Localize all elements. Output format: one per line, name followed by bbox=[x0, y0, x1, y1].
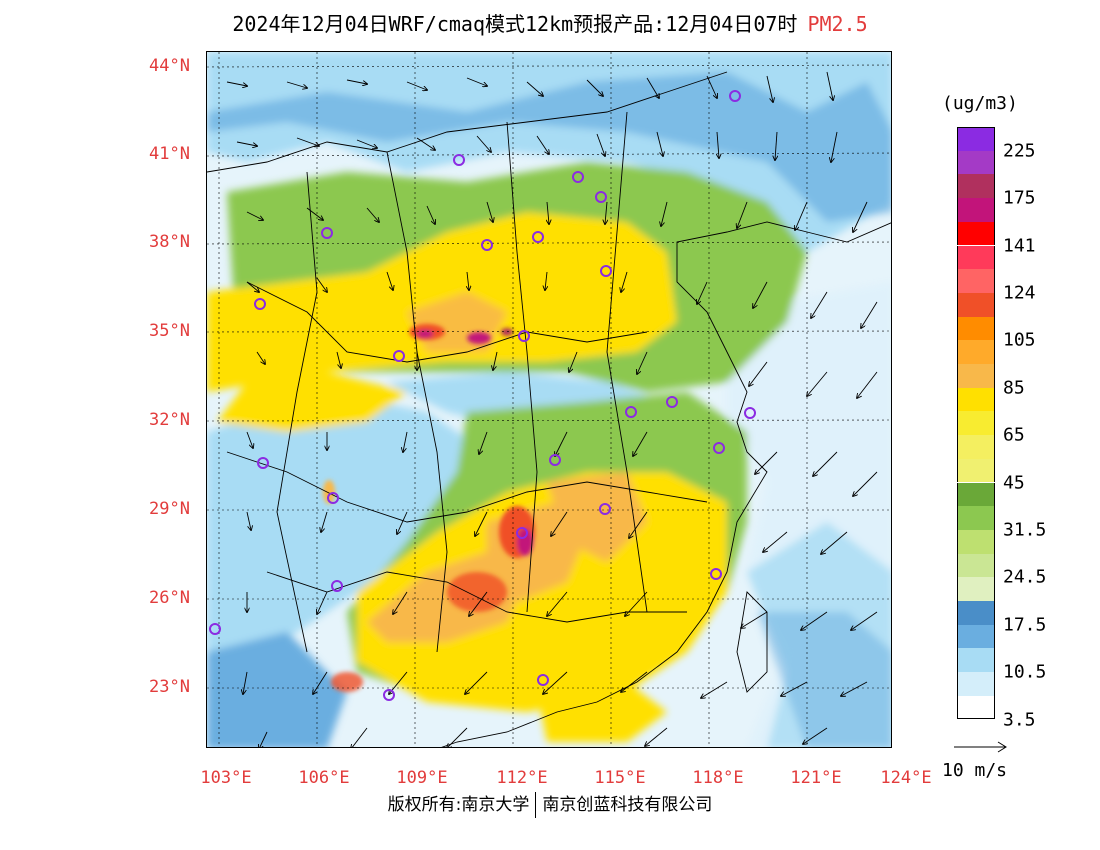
colorbar-swatch bbox=[957, 435, 995, 459]
lat-label-23: 23°N bbox=[149, 677, 190, 697]
colorbar-swatch bbox=[957, 553, 995, 578]
colorbar-label: 175 bbox=[1003, 187, 1036, 209]
title-variable: PM2.5 bbox=[807, 12, 868, 36]
colorbar-swatch bbox=[957, 292, 995, 317]
hotspots bbox=[323, 324, 535, 692]
colorbar-swatch bbox=[957, 695, 995, 720]
colorbar-swatch bbox=[957, 601, 995, 625]
lon-label-106: 106°E bbox=[298, 768, 350, 788]
colorbar-label: 85 bbox=[1003, 377, 1025, 399]
colorbar-label: 65 bbox=[1003, 424, 1025, 446]
colorbar-swatch bbox=[957, 245, 995, 270]
lon-label-103: 103°E bbox=[200, 768, 252, 788]
map-canvas bbox=[207, 52, 891, 747]
colorbar-label: 17.5 bbox=[1003, 614, 1047, 636]
colorbar-swatch bbox=[957, 624, 995, 649]
colorbar-label: 105 bbox=[1003, 329, 1036, 351]
colorbar-swatch bbox=[957, 458, 995, 483]
lon-label-124: 124°E bbox=[880, 768, 932, 788]
colorbar-label: 45 bbox=[1003, 472, 1025, 493]
colorbar-label: 124 bbox=[1003, 282, 1036, 304]
colorbar-swatch bbox=[957, 364, 995, 388]
footer-separator bbox=[535, 792, 537, 818]
graticule bbox=[207, 52, 891, 747]
city-markers bbox=[209, 90, 756, 701]
colorbar-label: 31.5 bbox=[1003, 519, 1047, 541]
colorbar-swatch bbox=[957, 269, 995, 293]
lat-label-35: 35°N bbox=[149, 321, 190, 341]
colorbar-swatch bbox=[957, 198, 995, 222]
wind-reference-label: 10 m/s bbox=[942, 760, 1008, 781]
colorbar-swatch bbox=[957, 127, 995, 151]
concentration-field bbox=[207, 52, 891, 747]
colorbar-swatch bbox=[957, 221, 995, 246]
lon-label-121: 121°E bbox=[790, 768, 842, 788]
wind-vectors bbox=[226, 71, 878, 747]
lon-label-109: 109°E bbox=[396, 768, 448, 788]
lat-label-26: 26°N bbox=[149, 588, 190, 608]
lon-label-115: 115°E bbox=[594, 768, 646, 788]
lat-label-41: 41°N bbox=[149, 144, 190, 164]
wind-reference-arrow-icon bbox=[954, 741, 1007, 753]
colorbar-label: 24.5 bbox=[1003, 566, 1047, 588]
map-title: 2024年12月04日WRF/cmaq模式12km预报产品:12月04日07时 P… bbox=[0, 8, 1100, 37]
lat-label-38: 38°N bbox=[149, 232, 190, 252]
lon-label-118: 118°E bbox=[692, 768, 744, 788]
copyright-footer: 版权所有:南京大学 南京创蓝科技有限公司 bbox=[0, 790, 1100, 818]
footer-right: 南京创蓝科技有限公司 bbox=[542, 795, 713, 815]
title-main: 2024年12月04日WRF/cmaq模式12km预报产品:12月04日07时 bbox=[232, 12, 798, 36]
colorbar-swatch bbox=[957, 648, 995, 673]
colorbar-swatch bbox=[957, 174, 995, 199]
colorbar-label: 141 bbox=[1003, 235, 1036, 256]
footer-left: 版权所有:南京大学 bbox=[387, 795, 530, 815]
colorbar-swatch bbox=[957, 506, 995, 530]
colorbar-swatch bbox=[957, 529, 995, 554]
colorbar-swatch bbox=[957, 150, 995, 175]
colorbar-swatch bbox=[957, 482, 995, 507]
colorbar-swatch bbox=[957, 411, 995, 436]
lon-label-112: 112°E bbox=[496, 768, 548, 788]
colorbar-swatch bbox=[957, 577, 995, 601]
lat-label-29: 29°N bbox=[149, 499, 190, 519]
colorbar-swatch bbox=[957, 340, 995, 364]
boundaries bbox=[207, 71, 891, 747]
legend-unit: (ug/m3) bbox=[942, 93, 1018, 114]
lat-label-44: 44°N bbox=[149, 56, 190, 76]
colorbar-label: 10.5 bbox=[1003, 661, 1047, 683]
colorbar-label: 225 bbox=[1003, 140, 1036, 162]
colorbar-label: 3.5 bbox=[1003, 709, 1036, 730]
pollution-map bbox=[206, 51, 892, 748]
colorbar-swatch bbox=[957, 672, 995, 696]
colorbar-swatch bbox=[957, 387, 995, 412]
colorbar-swatch bbox=[957, 316, 995, 341]
lat-label-32: 32°N bbox=[149, 410, 190, 430]
